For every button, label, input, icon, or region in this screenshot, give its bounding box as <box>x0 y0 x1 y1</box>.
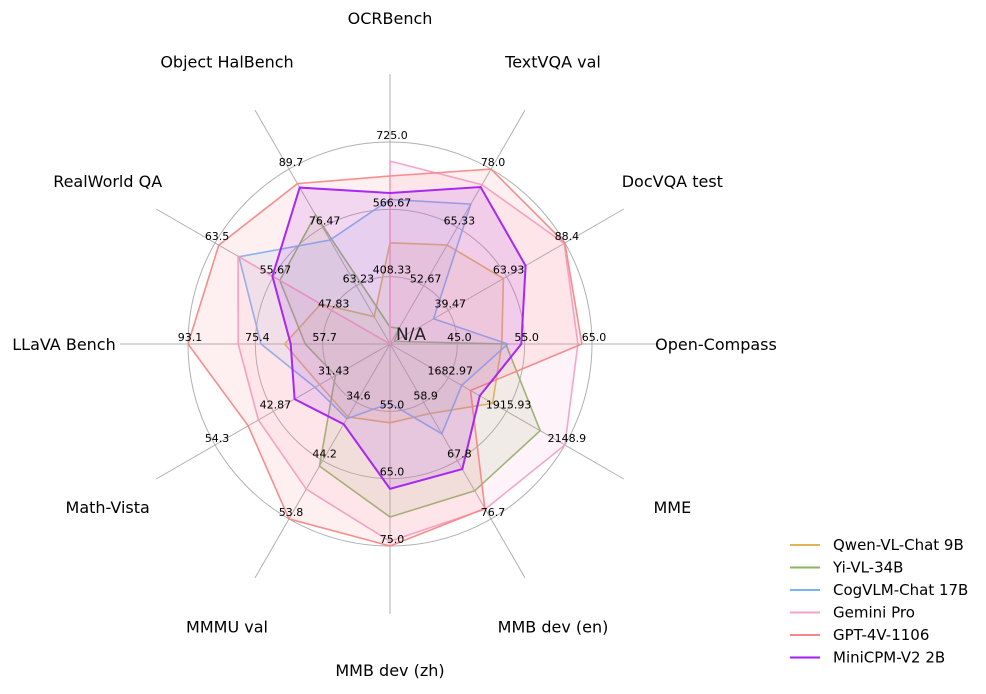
axis-label: Math-Vista <box>66 498 150 517</box>
tick-label: 566.67 <box>373 196 412 209</box>
legend-label: Yi-VL-34B <box>832 559 903 577</box>
tick-label: 39.47 <box>435 297 467 310</box>
tick-label: 34.6 <box>346 389 371 402</box>
axis-label: OCRBench <box>348 9 433 28</box>
tick-label: 725.0 <box>376 129 408 142</box>
legend-label: MiniCPM-V2 2B <box>833 649 945 667</box>
center-label: N/A <box>396 325 426 345</box>
tick-label: 75.0 <box>380 533 405 546</box>
legend-label: Qwen-VL-Chat 9B <box>833 536 964 554</box>
tick-label: 63.93 <box>493 264 525 277</box>
tick-label: 57.7 <box>312 331 337 344</box>
legend-label: GPT-4V-1106 <box>833 626 929 644</box>
tick-label: 65.0 <box>582 331 607 344</box>
tick-label: 58.9 <box>413 389 438 402</box>
tick-label: 2148.9 <box>548 432 587 445</box>
tick-label: 42.87 <box>260 398 292 411</box>
tick-label: 75.4 <box>245 331 270 344</box>
axis-label: TextVQA val <box>504 53 601 72</box>
axis-label: MMB dev (zh) <box>335 661 444 680</box>
tick-label: 47.83 <box>318 297 350 310</box>
axis-label: Object HalBench <box>160 53 293 72</box>
tick-label: 63.23 <box>343 273 375 286</box>
tick-label: 65.0 <box>380 466 405 479</box>
tick-label: 1915.93 <box>486 398 532 411</box>
tick-label: 55.0 <box>514 331 539 344</box>
axis-label: Open-Compass <box>655 335 777 354</box>
tick-label: 408.33 <box>373 264 412 277</box>
legend: Qwen-VL-Chat 9B Yi-VL-34B CogVLM-Chat 17B G… <box>790 536 968 667</box>
tick-label: 88.4 <box>555 230 580 243</box>
tick-label: 55.0 <box>380 398 405 411</box>
axis-label: LLaVA Bench <box>12 335 115 354</box>
tick-label: 76.47 <box>309 214 341 227</box>
tick-label: 53.8 <box>279 506 304 519</box>
axis-label: MMMU val <box>186 617 268 636</box>
tick-label: 45.0 <box>447 331 472 344</box>
axis-label: MME <box>653 498 691 517</box>
tick-label: 31.43 <box>318 365 350 378</box>
tick-label: 67.8 <box>447 448 472 461</box>
tick-label: 54.3 <box>205 432 230 445</box>
tick-label: 1682.97 <box>428 365 474 378</box>
tick-label: 76.7 <box>481 506 506 519</box>
tick-label: 78.0 <box>481 156 506 169</box>
tick-label: 65.33 <box>444 214 476 227</box>
legend-label: Gemini Pro <box>833 604 915 622</box>
axis-label: MMB dev (en) <box>498 617 609 636</box>
tick-label: 63.5 <box>205 230 230 243</box>
tick-label: 44.2 <box>312 448 337 461</box>
axis-label: RealWorld QA <box>53 172 162 191</box>
tick-label: 55.67 <box>260 264 292 277</box>
axis-label: DocVQA test <box>622 172 723 191</box>
tick-label: 93.1 <box>178 331 203 344</box>
tick-label: 52.67 <box>410 273 442 286</box>
tick-label: 89.7 <box>279 156 304 169</box>
legend-label: CogVLM-Chat 17B <box>833 581 968 599</box>
